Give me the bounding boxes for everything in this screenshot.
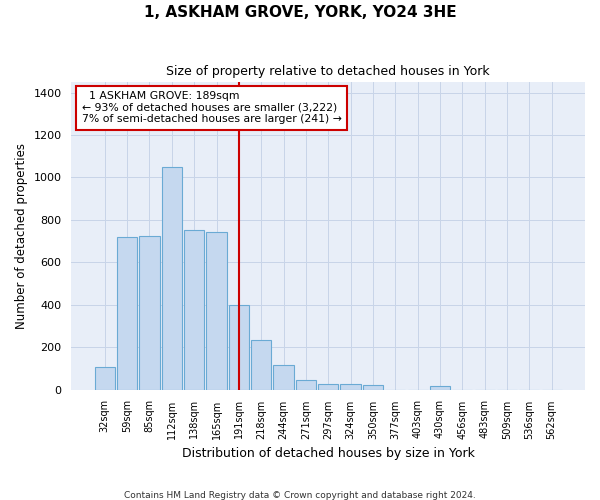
Title: Size of property relative to detached houses in York: Size of property relative to detached ho… xyxy=(166,65,490,78)
Bar xyxy=(162,167,182,390)
Bar xyxy=(296,380,316,390)
Bar xyxy=(184,230,204,390)
Y-axis label: Number of detached properties: Number of detached properties xyxy=(15,143,28,329)
Bar xyxy=(139,236,160,390)
Bar xyxy=(318,384,338,390)
Bar xyxy=(206,232,227,390)
Text: 1, ASKHAM GROVE, YORK, YO24 3HE: 1, ASKHAM GROVE, YORK, YO24 3HE xyxy=(143,5,457,20)
X-axis label: Distribution of detached houses by size in York: Distribution of detached houses by size … xyxy=(182,447,475,460)
Bar xyxy=(251,340,271,390)
Bar xyxy=(274,365,293,390)
Bar xyxy=(340,384,361,390)
Bar xyxy=(430,386,450,390)
Bar xyxy=(95,367,115,390)
Text: Contains HM Land Registry data © Crown copyright and database right 2024.: Contains HM Land Registry data © Crown c… xyxy=(124,490,476,500)
Bar xyxy=(229,304,249,390)
Bar xyxy=(117,237,137,390)
Bar xyxy=(363,385,383,390)
Text: 1 ASKHAM GROVE: 189sqm
← 93% of detached houses are smaller (3,222)
7% of semi-d: 1 ASKHAM GROVE: 189sqm ← 93% of detached… xyxy=(82,91,341,124)
